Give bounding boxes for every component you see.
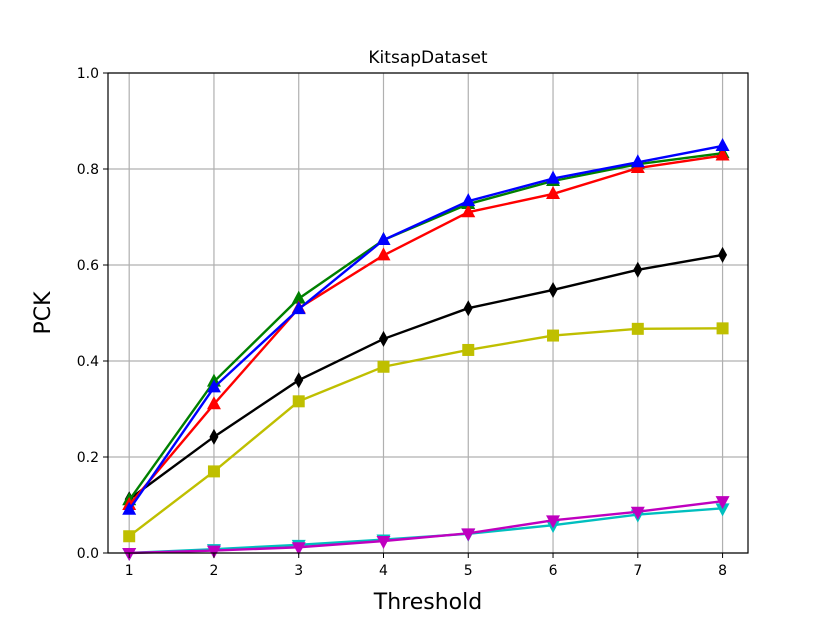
data-point-marker [291,542,306,556]
data-point-marker [546,515,561,529]
data-point-marker [206,379,221,393]
data-point-marker [461,193,476,207]
data-point-marker [461,204,476,218]
data-point-marker [715,503,730,517]
series-line-blue-triangle [128,144,723,511]
data-point-marker [123,530,136,543]
x-tick-label: 5 [464,563,473,579]
series-yellow-square [123,322,729,543]
y-tick-label: 0.6 [77,258,99,274]
data-point-marker [378,330,388,347]
data-point-marker [376,247,391,261]
series-magenta-triangle-down [122,496,730,561]
data-point-marker [546,185,561,199]
series-line-black-diamond [128,253,723,501]
data-point-marker [376,232,391,246]
x-tick-label: 3 [294,563,303,579]
x-axis-label: Threshold [373,590,482,615]
y-tick-label: 0.0 [77,546,99,562]
series-line-green-triangle [128,151,723,501]
data-point-marker [630,506,645,520]
y-tick-label: 0.8 [77,162,99,178]
data-point-marker [633,261,643,278]
data-point-marker [291,301,306,315]
data-point-marker [462,343,475,356]
y-tick-label: 0.4 [77,354,99,370]
grid [108,72,748,554]
y-tick-label: 1.0 [77,66,99,82]
data-point-marker [547,329,560,342]
series-line-magenta-triangle-down [129,499,723,555]
data-point-marker [376,536,391,549]
data-point-marker [463,300,473,317]
data-point-marker [716,322,729,335]
data-point-marker [122,501,137,515]
series-group [122,137,730,561]
data-point-marker [377,360,390,373]
data-point-marker [546,170,561,184]
data-point-marker [715,496,730,510]
x-tick-label: 4 [379,563,388,579]
data-point-marker [548,281,558,298]
data-point-marker [292,395,305,408]
data-point-marker [630,154,645,168]
y-axis-label: PCK [31,291,56,335]
data-point-marker [715,137,730,151]
data-point-marker [206,396,221,410]
x-tick-label: 2 [209,563,218,579]
series-blue-triangle [122,137,730,515]
data-point-marker [715,147,730,161]
data-point-marker [291,290,306,304]
x-tick-label: 7 [633,563,642,579]
series-line-yellow-square [128,327,723,538]
data-point-marker [207,465,220,478]
x-tick-label: 1 [125,563,134,579]
data-point-marker [206,545,221,559]
data-point-marker [294,372,304,389]
data-point-marker [461,528,476,542]
ticks: 1 2 3 4 5 6 7 8 0.0 0.2 0.4 0.6 0.8 1.0 [77,66,727,579]
plot-frame [107,72,749,554]
y-tick-label: 0.2 [77,450,99,466]
data-point-marker [718,246,728,263]
x-tick-label: 8 [718,563,727,579]
x-tick-label: 6 [549,563,558,579]
series-line-red-triangle [128,154,723,506]
chart-title: KitsapDataset [368,48,488,68]
data-point-marker [209,428,219,445]
data-point-marker [631,322,644,335]
